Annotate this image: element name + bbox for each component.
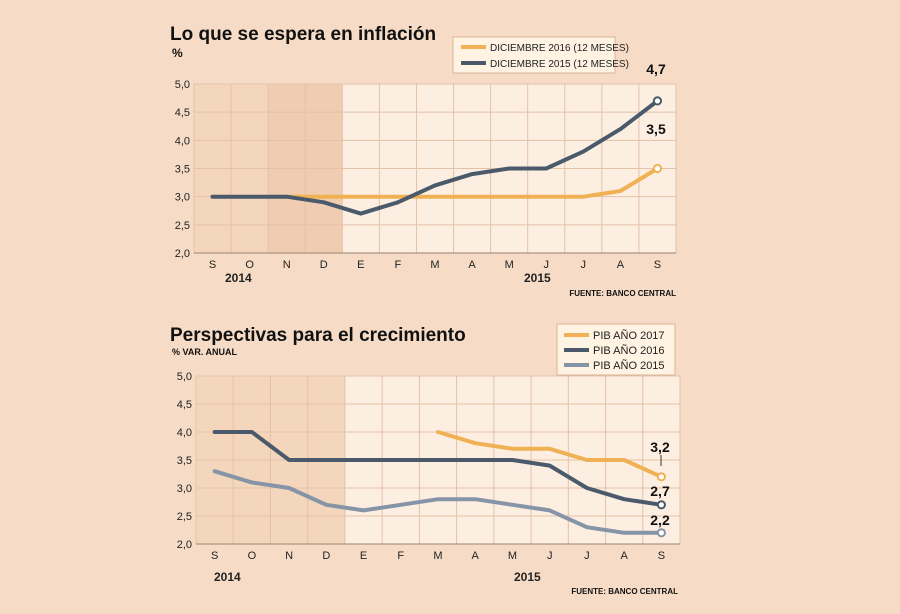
legend-entry: PIB AÑO 2017: [593, 329, 665, 342]
y-tick-label: 4,0: [177, 427, 192, 439]
legend: DICIEMBRE 2016 (12 MESES) DICIEMBRE 2015…: [452, 36, 629, 74]
y-tick-label: 4,5: [177, 399, 192, 411]
y-tick-label: 5,0: [175, 79, 190, 91]
chart-title: Lo que se espera en inflación: [170, 24, 436, 45]
legend-entry: DICIEMBRE 2016 (12 MESES): [490, 43, 629, 54]
y-tick-label: 2,0: [175, 248, 190, 260]
x-tick-label: D: [320, 259, 328, 271]
x-tick-label: A: [472, 550, 480, 562]
x-tick-label: S: [209, 259, 216, 271]
series-line: [212, 469, 664, 535]
series-line: [284, 166, 660, 199]
x-tick-label: M: [433, 550, 442, 562]
year-label-2015: 2015: [514, 570, 541, 584]
x-tick-label: M: [430, 259, 439, 271]
legend-entry: DICIEMBRE 2015 (12 MESES): [490, 59, 629, 70]
y-tick-label: 3,5: [175, 164, 190, 176]
data-label: 3,5: [646, 121, 666, 137]
y-tick-label: 3,5: [177, 455, 192, 467]
x-tick-label: M: [508, 550, 517, 562]
legend-entry: PIB AÑO 2016: [593, 344, 665, 357]
x-tick-label: J: [543, 259, 549, 271]
series-line: [212, 430, 664, 507]
end-point-marker: [656, 528, 666, 538]
end-point-marker: [656, 500, 666, 510]
series-line: [210, 98, 660, 216]
x-tick-label: A: [468, 259, 476, 271]
source-note: FUENTE: BANCO CENTRAL: [569, 289, 676, 298]
x-tick-label: E: [360, 550, 367, 562]
year-label-2014: 2014: [214, 570, 241, 584]
x-tick-label: S: [211, 550, 218, 562]
chart-unit: % VAR. ANUAL: [172, 347, 238, 357]
x-tick-label: E: [357, 259, 364, 271]
x-tick-label: N: [285, 550, 293, 562]
y-tick-label: 5,0: [177, 371, 192, 383]
legend-entry: PIB AÑO 2015: [593, 359, 665, 372]
x-tick-label: F: [397, 550, 404, 562]
y-tick-label: 4,5: [175, 107, 190, 119]
y-tick-label: 4,0: [175, 135, 190, 147]
x-tick-label: S: [658, 550, 665, 562]
source-note: FUENTE: BANCO CENTRAL: [571, 587, 678, 596]
legend-box: [452, 36, 616, 74]
x-tick-label: M: [505, 259, 514, 271]
y-tick-label: 2,5: [177, 511, 192, 523]
data-label: 3,2: [650, 439, 670, 455]
x-tick-label: J: [547, 550, 553, 562]
y-tick-label: 2,0: [177, 539, 192, 551]
end-point-marker: [652, 163, 663, 174]
x-tick-label: O: [248, 550, 257, 562]
end-point-marker: [656, 472, 666, 482]
x-tick-label: J: [581, 259, 587, 271]
x-tick-label: A: [620, 550, 628, 562]
x-tick-label: D: [322, 550, 330, 562]
x-tick-label: J: [584, 550, 590, 562]
data-label: 4,7: [646, 61, 666, 77]
data-label: 2,2: [650, 512, 670, 528]
year-label-2014: 2014: [225, 271, 252, 285]
x-tick-label: S: [654, 259, 661, 271]
growth-chart: Perspectivas para el crecimiento % VAR. …: [170, 323, 681, 596]
x-tick-label: O: [245, 259, 254, 271]
chart-title: Perspectivas para el crecimiento: [170, 325, 466, 346]
data-label: 2,7: [650, 483, 670, 499]
series-line: [436, 430, 664, 479]
x-tick-label: F: [395, 259, 402, 271]
chart-unit: %: [172, 46, 183, 60]
y-tick-label: 2,5: [175, 220, 190, 232]
inflation-chart: Lo que se espera en inflación % 2,0 2,5 3,…: [170, 24, 677, 298]
y-tick-label: 3,0: [175, 192, 190, 204]
year-label-2015: 2015: [524, 271, 551, 285]
x-tick-label: N: [283, 259, 291, 271]
x-tick-label: A: [617, 259, 625, 271]
legend: PIB AÑO 2017 PIB AÑO 2016 PIB AÑO 2015: [556, 323, 676, 376]
end-point-marker: [652, 96, 663, 106]
y-tick-label: 3,0: [177, 483, 192, 495]
